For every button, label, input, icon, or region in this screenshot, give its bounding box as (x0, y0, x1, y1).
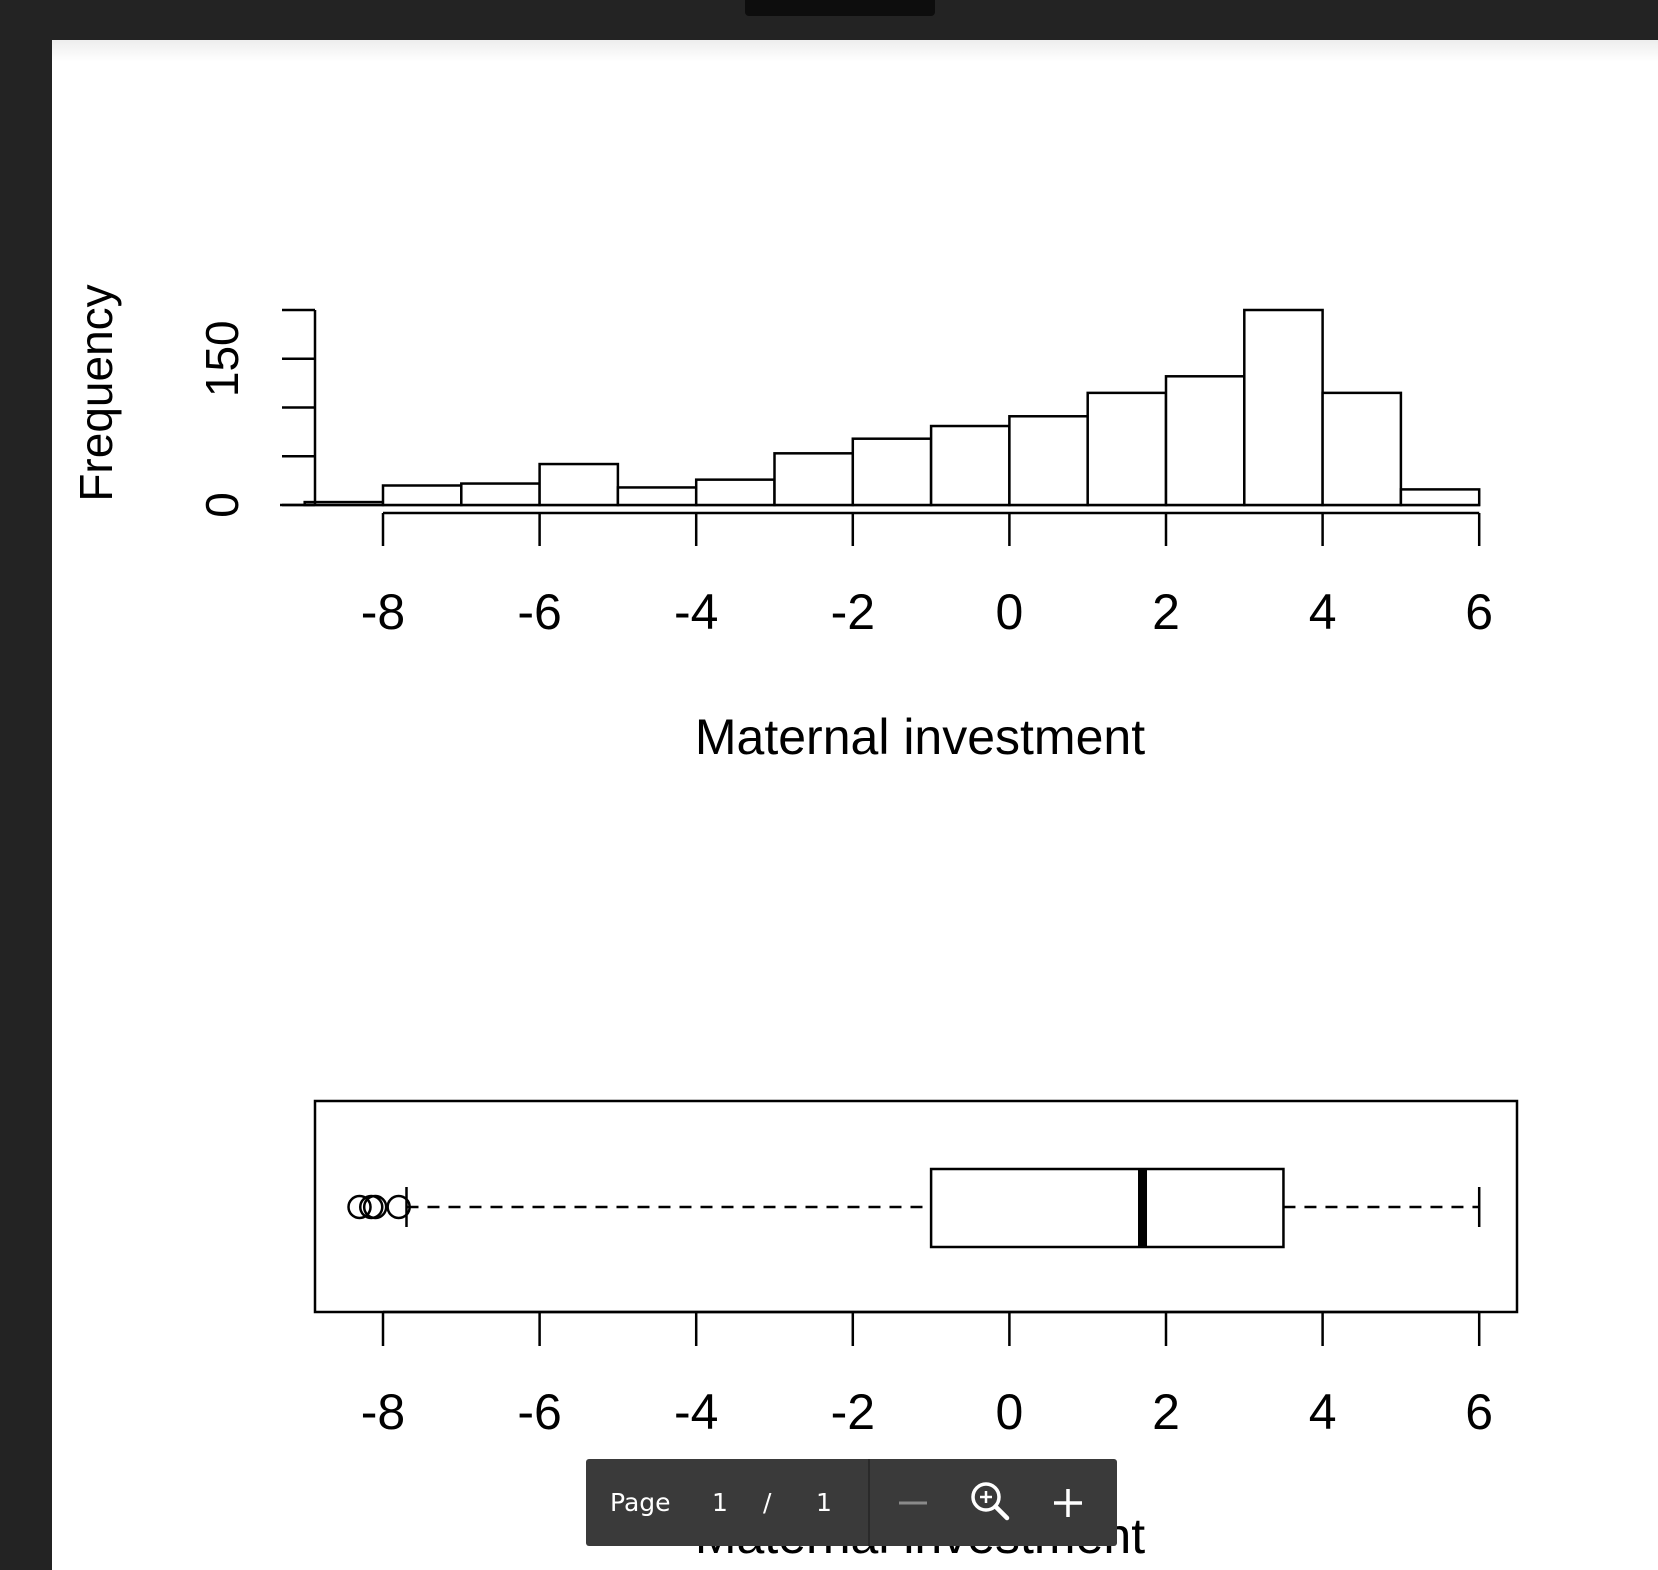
page-label: Page (610, 1488, 671, 1517)
x-tick-label: -4 (674, 584, 718, 640)
window-tab-handle (745, 0, 935, 16)
histogram-x-axis-title: Maternal investment (695, 709, 1145, 765)
histogram-bar (694, 478, 776, 507)
document-page (52, 40, 1658, 1570)
histogram-bar (773, 452, 855, 507)
zoom-out-button[interactable] (891, 1481, 935, 1525)
x-tick-label: 2 (1152, 584, 1180, 640)
minus-icon (899, 1501, 927, 1505)
histogram-bar (1086, 391, 1168, 507)
histogram-bar (538, 462, 620, 507)
boxplot-x-axis: -8 -6 -4 -2 0 2 4 6 (361, 1310, 1493, 1440)
x-tick-label: 6 (1465, 1384, 1493, 1440)
boxplot-elements (347, 1167, 1481, 1249)
histogram-bar (303, 500, 385, 507)
outlier-point (362, 1194, 388, 1220)
y-tick-label: 0 (196, 492, 248, 518)
x-tick-label: 2 (1152, 1384, 1180, 1440)
histogram-bars (280, 308, 1481, 507)
histogram-x-axis: -8 -6 -4 -2 0 2 4 6 (361, 511, 1493, 640)
interquartile-box (929, 1167, 1285, 1249)
zoom-magnifier-icon (971, 1482, 1010, 1521)
histogram-bar (851, 437, 933, 507)
x-tick-label: 4 (1309, 1384, 1337, 1440)
zoom-in-button[interactable] (1044, 1479, 1092, 1527)
x-tick-label: -8 (361, 1384, 405, 1440)
fit-zoom-button[interactable] (966, 1477, 1014, 1525)
x-tick-label: -6 (517, 1384, 561, 1440)
x-tick-label: 6 (1465, 584, 1493, 640)
x-tick-label: 0 (995, 1384, 1023, 1440)
outlier-point (347, 1194, 372, 1220)
x-tick-label: -4 (674, 1384, 718, 1440)
toolbar-divider (868, 1459, 870, 1546)
x-tick-label: -2 (831, 584, 875, 640)
page-total: 1 (816, 1488, 832, 1517)
histogram-bar (929, 424, 1011, 507)
page-number-input[interactable]: 1 (712, 1488, 728, 1517)
outlier-point (386, 1194, 411, 1220)
histogram-y-axis-title: Frequency (70, 284, 122, 501)
histogram-y-axis: 0 150 (196, 308, 317, 518)
histogram-bar (1008, 415, 1089, 507)
page-separator: / (763, 1488, 772, 1517)
histogram-bar (381, 484, 463, 507)
histogram-bar (1243, 308, 1324, 507)
histogram-bar (460, 482, 541, 507)
histogram-bar (616, 486, 698, 507)
histogram-bar (1321, 391, 1403, 507)
pdf-viewer-toolbar: Page 1 / 1 (586, 1459, 1117, 1546)
x-tick-label: 0 (995, 584, 1023, 640)
histogram-bar (1399, 488, 1481, 507)
x-tick-label: 4 (1309, 584, 1337, 640)
y-tick-label: 150 (196, 320, 248, 397)
x-tick-label: -2 (831, 1384, 875, 1440)
x-tick-label: -8 (361, 584, 405, 640)
x-tick-label: -6 (517, 584, 561, 640)
plus-icon (1054, 1489, 1082, 1517)
histogram-bar (1164, 375, 1246, 507)
